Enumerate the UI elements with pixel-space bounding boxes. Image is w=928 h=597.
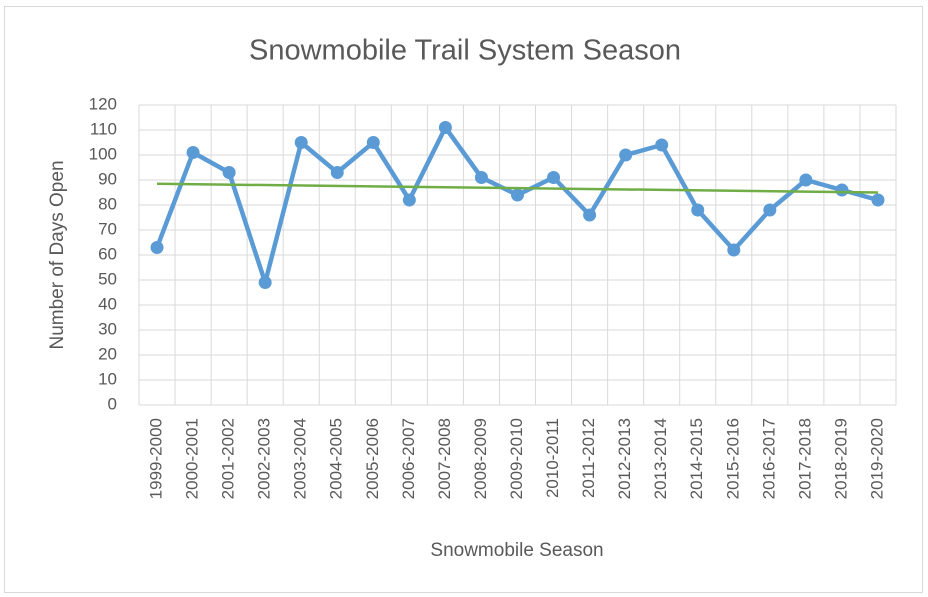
y-tick-label: 80 (98, 194, 117, 213)
y-axis-title: Number of Days Open (47, 160, 68, 349)
point-marker (511, 188, 524, 202)
x-axis-title: Snowmobile Season (430, 540, 603, 561)
point-marker (186, 146, 200, 159)
y-tick-label: 120 (89, 94, 117, 113)
x-tick-label: 2016-2017 (759, 418, 778, 499)
point-marker (294, 136, 308, 149)
point-marker (871, 193, 885, 207)
x-tick-label: 2014-2015 (687, 418, 706, 499)
point-marker (366, 136, 380, 149)
point-marker (222, 166, 236, 179)
x-tick-label: 2013-2014 (651, 418, 670, 499)
point-marker (150, 241, 164, 254)
trendline (157, 182, 878, 194)
y-tick-label: 50 (98, 269, 117, 288)
point-marker (655, 138, 669, 152)
y-tick-label: 40 (98, 294, 117, 313)
x-tick-label: 2009-2010 (507, 418, 526, 499)
x-tick-label: 2007-2008 (435, 418, 454, 499)
point-marker (474, 171, 488, 184)
x-tick-label: 2003-2004 (291, 418, 310, 499)
x-tick-label: 2015-2016 (723, 418, 742, 499)
point-marker (835, 183, 849, 197)
x-tick-label: 2010-2011 (543, 418, 562, 498)
x-tick-label: 2019-2020 (867, 418, 886, 499)
x-tick-label: 2017-2018 (795, 418, 814, 499)
x-tick-label: 2008-2009 (471, 418, 490, 499)
x-tick-label: 2002-2003 (255, 418, 274, 499)
point-marker (763, 203, 777, 217)
y-tick-label: 110 (90, 119, 117, 138)
x-tick-label: 2004-2005 (327, 418, 346, 499)
point-marker (547, 171, 561, 184)
chart-title: Snowmobile Trail System Season (249, 35, 681, 67)
x-tick-label: 1999-2000 (147, 418, 166, 499)
y-tick-label: 100 (89, 144, 117, 163)
point-marker (583, 208, 597, 222)
x-tick-label: 2018-2019 (831, 418, 850, 499)
y-tick-label: 30 (98, 319, 117, 338)
x-tick-label: 2001-2002 (219, 418, 238, 499)
point-marker (619, 148, 633, 162)
x-tick-label: 2011-2012 (579, 418, 598, 498)
point-marker (402, 193, 416, 207)
point-marker (330, 166, 344, 179)
y-tick-label: 0 (108, 394, 117, 413)
y-tick-label: 20 (98, 344, 117, 363)
x-tick-label: 2012-2013 (615, 418, 634, 499)
point-marker (691, 203, 705, 217)
point-marker (727, 243, 741, 257)
y-tick-label: 10 (98, 369, 117, 388)
y-tick-label: 90 (98, 169, 117, 188)
point-marker (438, 121, 452, 134)
x-tick-label: 2000-2001 (183, 418, 202, 499)
x-tick-label: 2005-2006 (363, 418, 382, 499)
point-marker (799, 173, 813, 187)
point-marker (258, 276, 272, 289)
y-tick-label: 60 (98, 244, 117, 263)
y-tick-label: 70 (98, 219, 117, 238)
x-tick-label: 2006-2007 (399, 418, 418, 499)
